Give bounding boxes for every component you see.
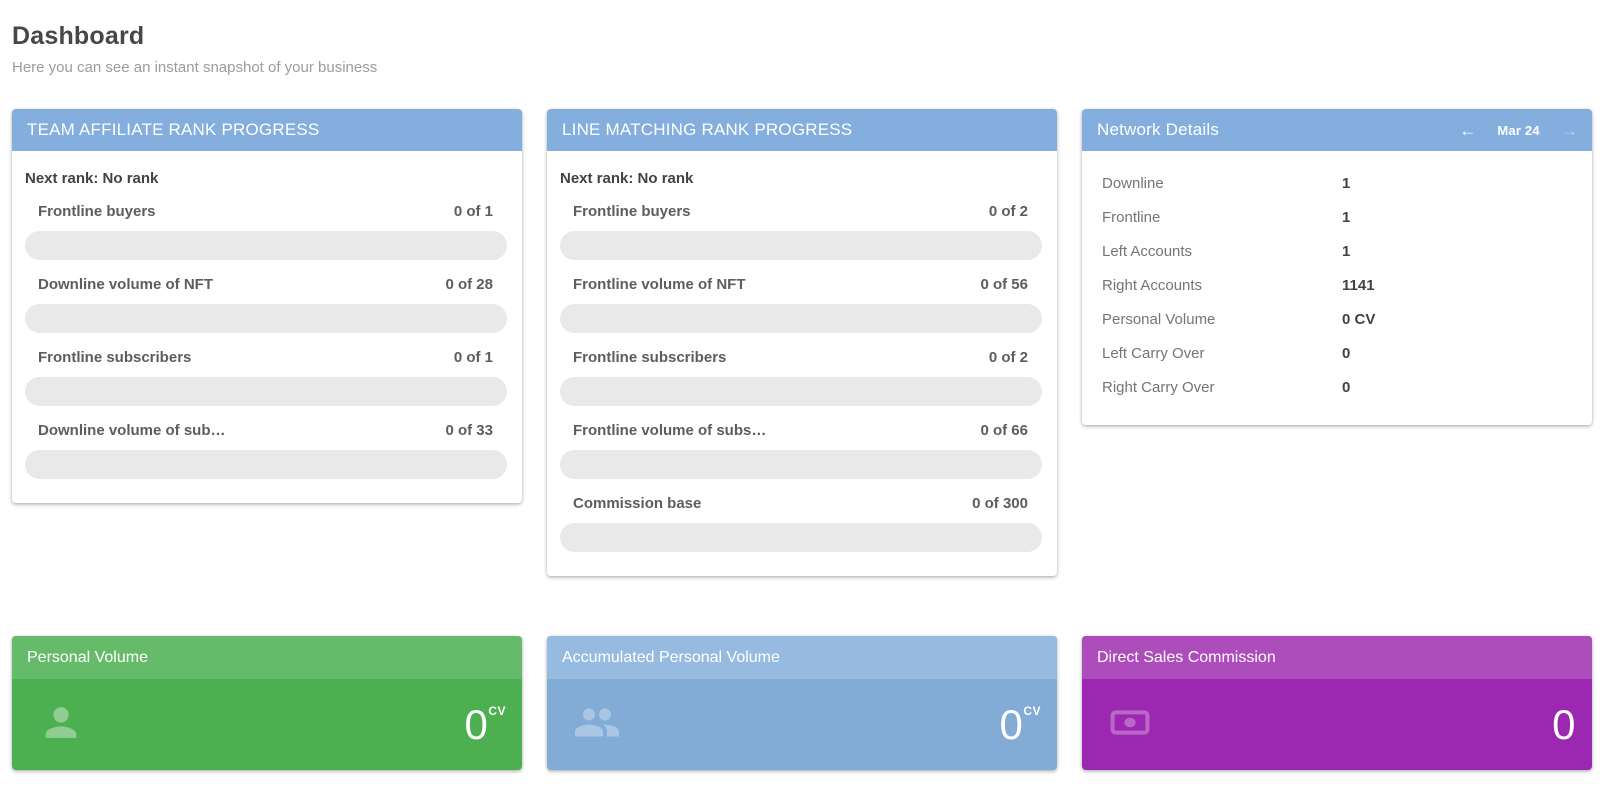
stat-card-title: Direct Sales Commission	[1082, 636, 1592, 679]
progress-value: 0 of 2	[988, 349, 1028, 366]
network-details-body: Downline 1 Frontline 1 Left Accounts 1 R…	[1082, 151, 1592, 425]
progress-bar	[25, 231, 507, 260]
progress-label: Frontline subscribers	[38, 349, 192, 366]
top-cards-row: TEAM AFFILIATE RANK PROGRESS Next rank: …	[0, 109, 1602, 576]
stat-card-title: Accumulated Personal Volume	[547, 636, 1057, 679]
detail-value: 0 CV	[1342, 310, 1376, 328]
line-matching-rank-progress-card: LINE MATCHING RANK PROGRESS Next rank: N…	[547, 109, 1057, 576]
network-detail-row: Left Carry Over 0	[1102, 336, 1577, 370]
network-detail-row: Downline 1	[1102, 166, 1577, 200]
money-icon	[1108, 700, 1152, 749]
progress-value: 0 of 56	[980, 276, 1028, 293]
card-title: TEAM AFFILIATE RANK PROGRESS	[12, 109, 522, 151]
progress-item: Frontline subscribers 0 of 1	[25, 347, 507, 406]
dashboard-page: Dashboard Here you can see an instant sn…	[0, 22, 1602, 794]
progress-bar	[25, 450, 507, 479]
progress-label: Frontline buyers	[38, 203, 156, 220]
stat-card-body: 0	[1082, 679, 1592, 770]
people-icon	[573, 698, 621, 751]
stat-value: 0	[1552, 700, 1576, 748]
progress-label: Downline volume of sub…	[38, 422, 226, 439]
detail-label: Personal Volume	[1102, 310, 1216, 328]
stat-card-body: 0CV	[547, 679, 1057, 770]
network-detail-row: Frontline 1	[1102, 200, 1577, 234]
progress-bar	[560, 377, 1042, 406]
next-period-arrow-icon[interactable]: →	[1560, 120, 1578, 140]
progress-label: Frontline volume of subs…	[573, 422, 767, 439]
card-body: Next rank: No rank Frontline buyers 0 of…	[12, 151, 522, 503]
network-detail-row: Left Accounts 1	[1102, 234, 1577, 268]
detail-label: Left Accounts	[1102, 242, 1193, 260]
page-title: Dashboard	[12, 22, 145, 50]
progress-bar	[560, 231, 1042, 260]
network-detail-row: Personal Volume 0 CV	[1102, 302, 1577, 336]
progress-label: Downline volume of NFT	[38, 276, 213, 293]
detail-label: Downline	[1102, 174, 1164, 192]
stat-value: 0CV	[999, 700, 1041, 748]
stat-value: 0CV	[464, 700, 506, 748]
progress-bar	[560, 304, 1042, 333]
network-detail-row: Right Accounts 1141	[1102, 268, 1577, 302]
detail-label: Right Accounts	[1102, 276, 1203, 294]
progress-label: Frontline subscribers	[573, 349, 727, 366]
detail-label: Frontline	[1102, 208, 1161, 226]
progress-label: Frontline volume of NFT	[573, 276, 746, 293]
detail-value: 1	[1342, 242, 1351, 260]
card-title: LINE MATCHING RANK PROGRESS	[547, 109, 1057, 151]
progress-item: Downline volume of sub… 0 of 33	[25, 420, 507, 479]
stat-unit: CV	[1023, 703, 1041, 718]
progress-value: 0 of 1	[453, 203, 493, 220]
next-rank-text: Next rank: No rank	[25, 170, 159, 187]
direct-sales-commission-card: Direct Sales Commission 0	[1082, 636, 1592, 770]
progress-item: Commission base 0 of 300	[560, 493, 1042, 552]
progress-item: Frontline buyers 0 of 2	[560, 201, 1042, 260]
stat-card-title: Personal Volume	[12, 636, 522, 679]
page-subtitle: Here you can see an instant snapshot of …	[12, 59, 378, 76]
progress-value: 0 of 1	[453, 349, 493, 366]
detail-value: 1	[1342, 174, 1351, 192]
progress-value: 0 of 66	[980, 422, 1028, 439]
progress-value: 0 of 2	[988, 203, 1028, 220]
network-detail-row: Right Carry Over 0	[1102, 370, 1577, 404]
stat-unit: CV	[488, 703, 506, 718]
card-title: Network Details	[1097, 120, 1220, 139]
detail-value: 1141	[1342, 276, 1375, 294]
stat-card-body: 0CV	[12, 679, 522, 770]
progress-label: Commission base	[573, 495, 702, 512]
team-affiliate-rank-progress-card: TEAM AFFILIATE RANK PROGRESS Next rank: …	[12, 109, 522, 503]
progress-item: Frontline buyers 0 of 1	[25, 201, 507, 260]
progress-bar	[25, 304, 507, 333]
progress-item: Frontline volume of NFT 0 of 56	[560, 274, 1042, 333]
progress-value: 0 of 300	[972, 495, 1028, 512]
stat-cards-row: Personal Volume 0CV Accumulated Personal…	[0, 636, 1602, 770]
period-label: Mar 24	[1497, 122, 1540, 138]
progress-item: Frontline volume of subs… 0 of 66	[560, 420, 1042, 479]
next-rank-text: Next rank: No rank	[560, 170, 694, 187]
progress-bar	[25, 377, 507, 406]
accumulated-personal-volume-card: Accumulated Personal Volume 0CV	[547, 636, 1057, 770]
progress-item: Downline volume of NFT 0 of 28	[25, 274, 507, 333]
card-body: Next rank: No rank Frontline buyers 0 of…	[547, 151, 1057, 576]
detail-value: 0	[1342, 344, 1351, 362]
previous-period-arrow-icon[interactable]: ←	[1459, 120, 1477, 140]
person-icon	[38, 699, 84, 750]
progress-bar	[560, 450, 1042, 479]
progress-bar	[560, 523, 1042, 552]
personal-volume-card: Personal Volume 0CV	[12, 636, 522, 770]
detail-value: 1	[1342, 208, 1351, 226]
progress-item: Frontline subscribers 0 of 2	[560, 347, 1042, 406]
progress-value: 0 of 33	[445, 422, 493, 439]
progress-value: 0 of 28	[445, 276, 493, 293]
detail-value: 0	[1342, 378, 1351, 396]
progress-label: Frontline buyers	[573, 203, 691, 220]
detail-label: Right Carry Over	[1102, 378, 1215, 396]
network-details-card: Network Details ← Mar 24 → Downline 1 Fr…	[1082, 109, 1592, 425]
period-navigator: ← Mar 24 →	[1459, 122, 1578, 139]
detail-label: Left Carry Over	[1102, 344, 1205, 362]
network-details-header: Network Details ← Mar 24 →	[1082, 109, 1592, 151]
